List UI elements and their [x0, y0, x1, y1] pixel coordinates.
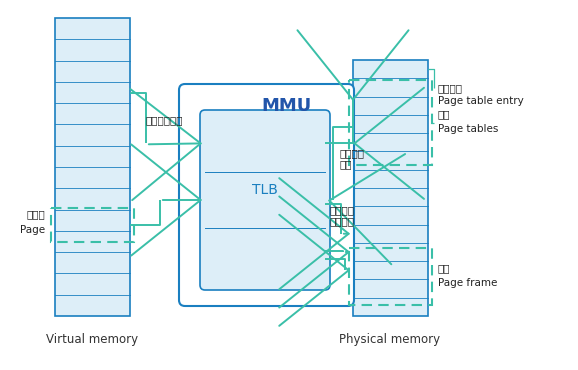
Text: 页表条目: 页表条目	[438, 83, 463, 93]
Text: 虚拟页: 虚拟页	[26, 209, 45, 219]
Text: Page tables: Page tables	[438, 124, 498, 134]
Text: Virtual memory: Virtual memory	[46, 333, 138, 346]
Text: 缓存页表
条目: 缓存页表 条目	[340, 148, 365, 169]
Text: 访问实际
物理内存: 访问实际 物理内存	[330, 205, 355, 226]
FancyBboxPatch shape	[200, 110, 330, 290]
Text: Page frame: Page frame	[438, 278, 498, 287]
Text: Physical memory: Physical memory	[339, 333, 440, 346]
Text: 访问物理地址: 访问物理地址	[145, 115, 183, 125]
Text: Page table entry: Page table entry	[438, 96, 524, 106]
FancyBboxPatch shape	[179, 84, 354, 306]
Bar	[349, 80, 432, 165]
Text: MMU: MMU	[261, 97, 312, 115]
Text: TLB: TLB	[252, 183, 278, 197]
Bar	[349, 248, 432, 305]
Bar	[353, 60, 428, 316]
Text: Page: Page	[20, 225, 45, 235]
Text: 页表: 页表	[438, 110, 450, 120]
Bar	[55, 18, 130, 316]
Text: 页帧: 页帧	[438, 263, 450, 273]
Bar	[51, 208, 134, 242]
